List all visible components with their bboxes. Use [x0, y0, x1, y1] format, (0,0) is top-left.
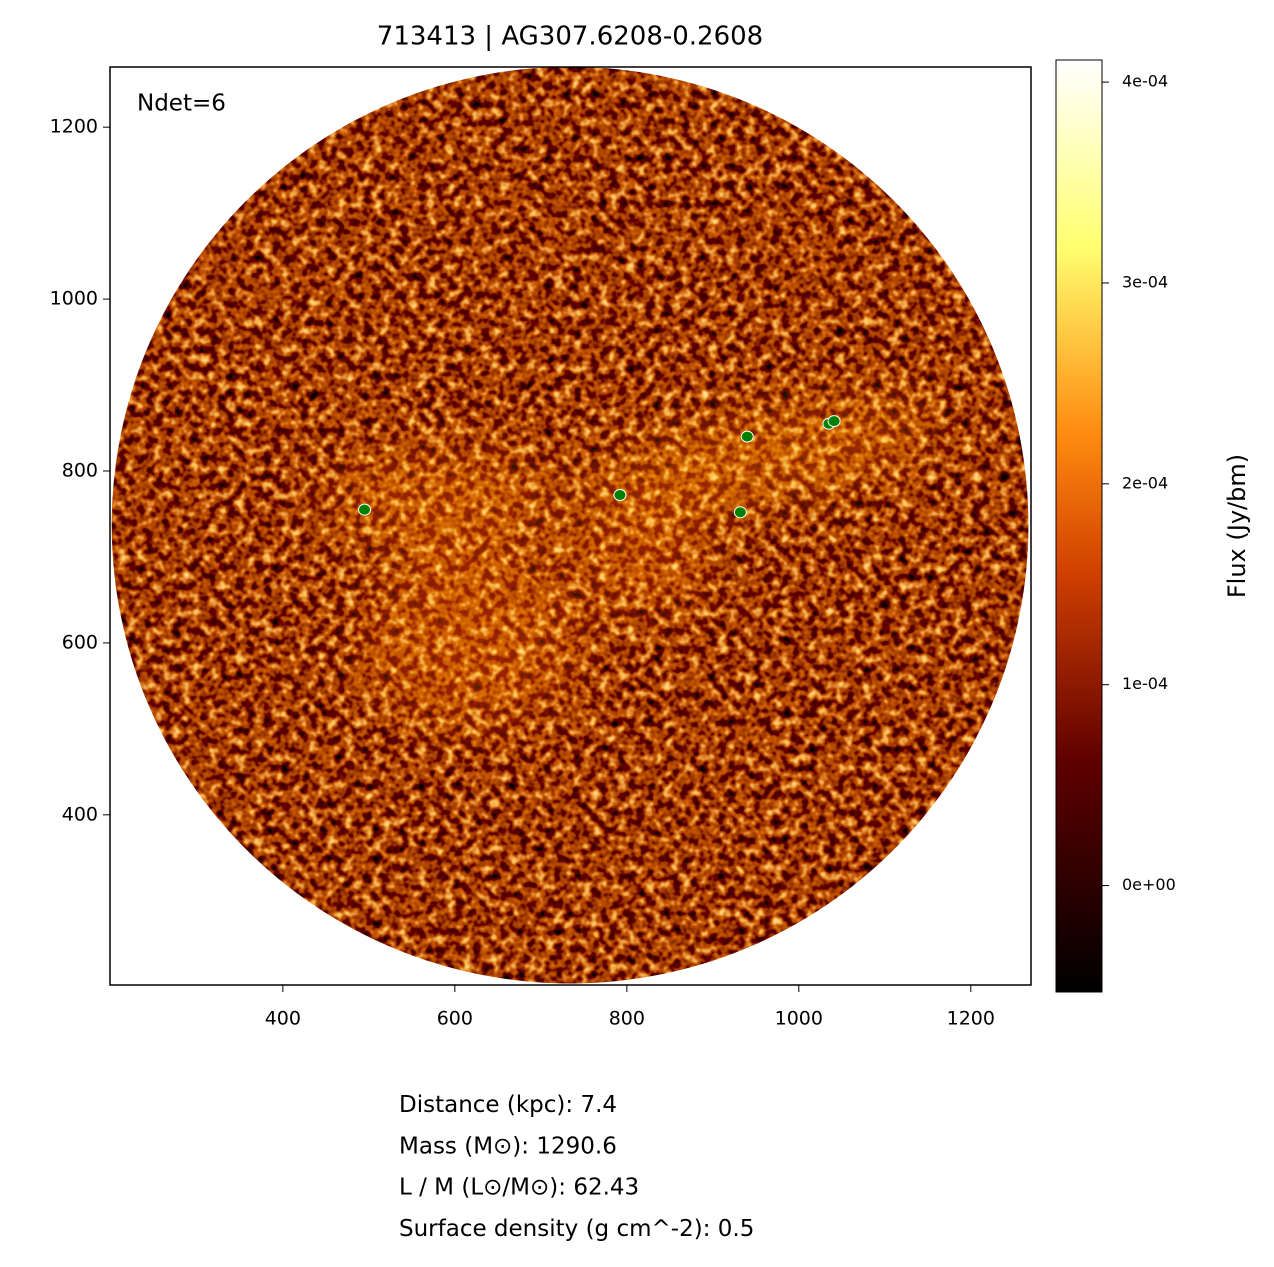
info-value: 7.4 — [580, 1092, 617, 1118]
y-tick-label: 1000 — [50, 288, 98, 310]
info-line: Surface density (g cm^-2): 0.5 — [399, 1215, 754, 1241]
info-line: L / M (L⊙/M⊙): 62.43 — [399, 1174, 639, 1200]
y-tick-label: 600 — [62, 631, 98, 653]
info-label: Mass (M⊙) — [399, 1133, 521, 1159]
info-label: Distance (kpc) — [399, 1092, 565, 1118]
colorbar-tick-label: 0e+00 — [1122, 875, 1176, 894]
x-tick-label: 1200 — [947, 1008, 995, 1030]
x-tick-label: 400 — [265, 1008, 301, 1030]
info-line: Distance (kpc): 7.4 — [399, 1092, 617, 1118]
y-tick-label: 800 — [62, 459, 98, 481]
image-field — [111, 66, 1029, 984]
info-separator: : — [565, 1092, 580, 1118]
info-value: 62.43 — [573, 1174, 639, 1200]
info-line: Mass (M⊙): 1290.6 — [399, 1133, 617, 1159]
colorbar-tick-label: 1e-04 — [1122, 674, 1168, 693]
detection — [733, 506, 747, 519]
y-tick-label: 400 — [62, 803, 98, 825]
x-tick-label: 800 — [609, 1008, 645, 1030]
colorbar-tick-label: 3e-04 — [1122, 272, 1168, 291]
x-tick-label: 1000 — [775, 1008, 823, 1030]
detection — [827, 415, 841, 428]
info-value: 0.5 — [718, 1215, 755, 1241]
x-tick-label: 600 — [437, 1008, 473, 1030]
detection — [740, 430, 754, 443]
info-label: L / M (L⊙/M⊙) — [399, 1174, 558, 1200]
y-tick-label: 1200 — [50, 116, 98, 138]
info-label: Surface density (g cm^-2) — [399, 1215, 703, 1241]
colorbar-tick-label: 2e-04 — [1122, 473, 1168, 492]
detection — [613, 489, 627, 502]
info-separator: : — [703, 1215, 718, 1241]
annotation: Ndet=6 — [137, 91, 226, 117]
chart-title: 713413 | AG307.6208-0.2608 — [377, 22, 763, 52]
info-separator: : — [558, 1174, 573, 1200]
colorbar — [1055, 59, 1103, 993]
axes-frame — [109, 66, 1032, 986]
info-separator: : — [521, 1133, 536, 1159]
info-block: Distance (kpc): 7.4 Mass (M⊙): 1290.6 L / … — [399, 1092, 754, 1242]
colorbar-label: Flux (Jy/bm) — [1223, 454, 1251, 598]
detection — [358, 503, 372, 516]
info-value: 1290.6 — [536, 1133, 616, 1159]
colorbar-tick-label: 4e-04 — [1122, 72, 1168, 91]
